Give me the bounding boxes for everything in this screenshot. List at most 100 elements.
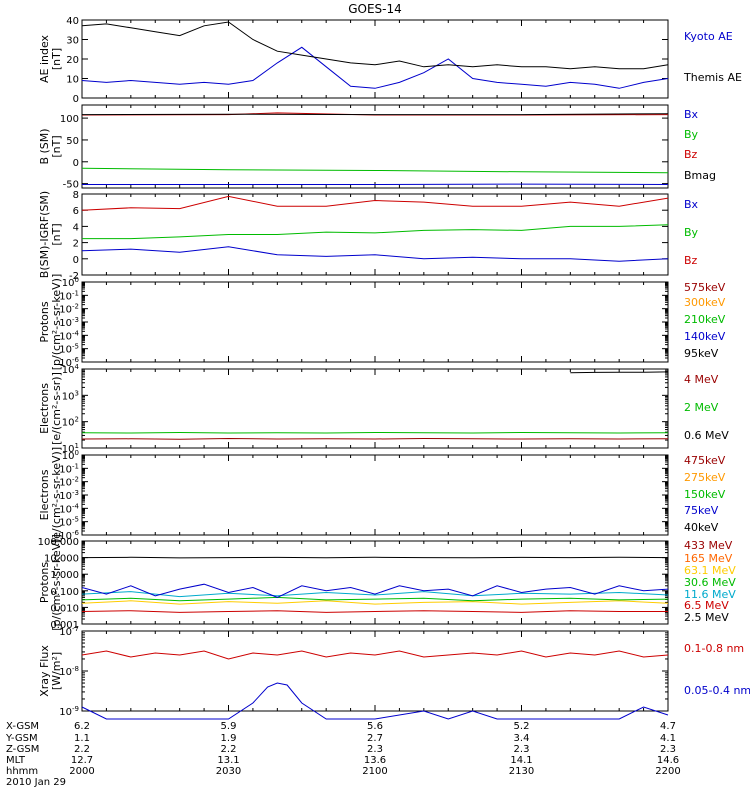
series-line-By	[81, 167, 669, 174]
y-axis-unit: [e/(cm²-s-sr-keV)]	[50, 447, 63, 543]
legend-entry: 140keV	[684, 330, 726, 343]
legend-entry: 210keV	[684, 313, 726, 326]
legend-entry: Kyoto AE	[684, 30, 733, 43]
ephemeris-value: 2200	[655, 766, 680, 777]
plot-date: 2010 Jan 29	[6, 777, 66, 788]
ephemeris-value: 3.4	[514, 733, 530, 744]
plot-title: GOES-14	[348, 2, 402, 16]
series-line-0.6 MeV	[570, 371, 669, 374]
series-line-30.6 MeV	[81, 596, 669, 602]
ephemeris-value: 2.7	[367, 733, 383, 744]
legend-entry: 30.6 MeV	[684, 576, 736, 589]
ephemeris-value: 5.9	[221, 721, 237, 732]
y-axis-label: Electrons	[38, 469, 51, 520]
ephemeris-value: 2.2	[221, 744, 237, 755]
y-tick-label: -2	[69, 271, 79, 282]
legend-entry: 0.05-0.4 nm	[684, 684, 750, 697]
ephemeris-row-label: Y-GSM	[5, 733, 38, 744]
y-axis-label: Protons	[38, 562, 51, 603]
series-line-Kyoto AE	[81, 46, 669, 89]
y-tick-label: -50	[63, 180, 79, 191]
ephemeris-value: 13.6	[364, 755, 386, 766]
ephemeris-value: 2030	[216, 766, 241, 777]
legend-entry: 6.5 MeV	[684, 599, 729, 612]
ephemeris-value: 2.2	[74, 744, 90, 755]
y-tick-label: 1.000	[50, 570, 79, 581]
y-tick-label: 4	[73, 222, 79, 233]
y-tick-label: 6	[73, 206, 79, 217]
panel-6: 0.001 0.010 0.100 1.000 10.000 100.000 Protons…	[38, 534, 737, 631]
y-axis-unit: [p/(cm²-s-sr-keV)]	[50, 274, 63, 371]
y-axis-label: Protons	[38, 301, 51, 342]
ephemeris-value: 2000	[69, 766, 94, 777]
ephemeris-row-label: MLT	[6, 755, 26, 766]
legend-entry: 0.1-0.8 nm	[684, 642, 744, 655]
legend-entry: Bz	[684, 254, 698, 267]
series-line-2.5 MeV	[81, 556, 669, 559]
y-axis-label: AE index	[38, 34, 51, 83]
legend-entry: 475keV	[684, 454, 726, 467]
y-tick-label: 50	[66, 136, 79, 147]
y-tick-label: 0.001	[50, 620, 79, 631]
legend-entry: Bx	[684, 198, 699, 211]
legend-entry: Bmag	[684, 169, 716, 182]
y-axis-label: B (SM)	[38, 128, 51, 164]
y-axis-unit: [nT]	[50, 223, 63, 245]
series-line-By	[82, 224, 669, 240]
ephemeris-value: 5.6	[367, 721, 383, 732]
ephemeris-value: 2.3	[660, 744, 676, 755]
series-line-4 MeV	[81, 437, 669, 440]
series-line-Bx	[81, 246, 669, 262]
legend-entry: 11.6 MeV	[684, 588, 736, 601]
y-tick-label: 2	[73, 239, 79, 250]
y-tick-label: 0.010	[50, 603, 79, 614]
ephemeris-value: 4.7	[660, 721, 676, 732]
y-tick-label: 40	[66, 16, 79, 27]
legend-entry: 40keV	[684, 521, 719, 534]
y-tick-label: 20	[66, 55, 79, 66]
series-line-2 MeV	[81, 431, 669, 434]
y-axis-unit: [nT]	[50, 48, 63, 70]
ephemeris-value: 4.1	[660, 733, 676, 744]
y-tick-label: 100	[60, 114, 79, 125]
ephemeris-value: 14.1	[510, 755, 532, 766]
legend-entry: 4 MeV	[684, 373, 719, 386]
ephemeris-value: 2100	[362, 766, 387, 777]
ephemeris-value: 13.1	[217, 755, 239, 766]
legend-entry: By	[684, 128, 699, 141]
ephemeris-value: 2.3	[514, 744, 530, 755]
legend-entry: Bx	[684, 108, 699, 121]
panel-1: -50 0 50 100 B (SM) [nT] Bx By Bz Bmag	[38, 104, 716, 191]
y-tick-label: 30	[66, 36, 79, 47]
series-line-0.1-0.8 nm	[81, 650, 669, 660]
series-line-Themis AE	[81, 21, 669, 70]
series-line-63.1 MeV	[81, 600, 669, 605]
legend-entry: Themis AE	[683, 71, 742, 84]
y-tick-label: 10.000	[44, 554, 79, 565]
legend-entry: 275keV	[684, 471, 726, 484]
ephemeris-value: 6.2	[74, 721, 90, 732]
ephemeris-value: 1.9	[221, 733, 237, 744]
legend-entry: 63.1 MeV	[684, 564, 736, 577]
y-tick-label: 8	[73, 190, 79, 201]
y-tick-label: 0	[73, 94, 79, 105]
y-axis-unit: [W/m²]	[50, 652, 63, 690]
legend-entry: 2.5 MeV	[684, 611, 729, 624]
legend-entry: 0.6 MeV	[684, 429, 729, 442]
legend-entry: 75keV	[684, 504, 719, 517]
legend-entry: 2 MeV	[684, 401, 719, 414]
ephemeris-value: 14.6	[657, 755, 679, 766]
y-axis-label: B(SM)-IGRF(SM)	[38, 191, 51, 278]
ephemeris-row-label: X-GSM	[6, 721, 39, 732]
ephemeris-table: X-GSMY-GSMZ-GSMMLThhmm6.21.12.212.720005…	[5, 721, 681, 788]
y-tick-label: 0	[73, 158, 79, 169]
legend-entry: 575keV	[684, 281, 726, 294]
ephemeris-value: 1.1	[74, 733, 90, 744]
series-line-blue	[81, 583, 669, 598]
y-tick-label: 0	[73, 255, 79, 266]
series-line-6.5 MeV	[81, 610, 668, 613]
ephemeris-value: 5.2	[514, 721, 530, 732]
